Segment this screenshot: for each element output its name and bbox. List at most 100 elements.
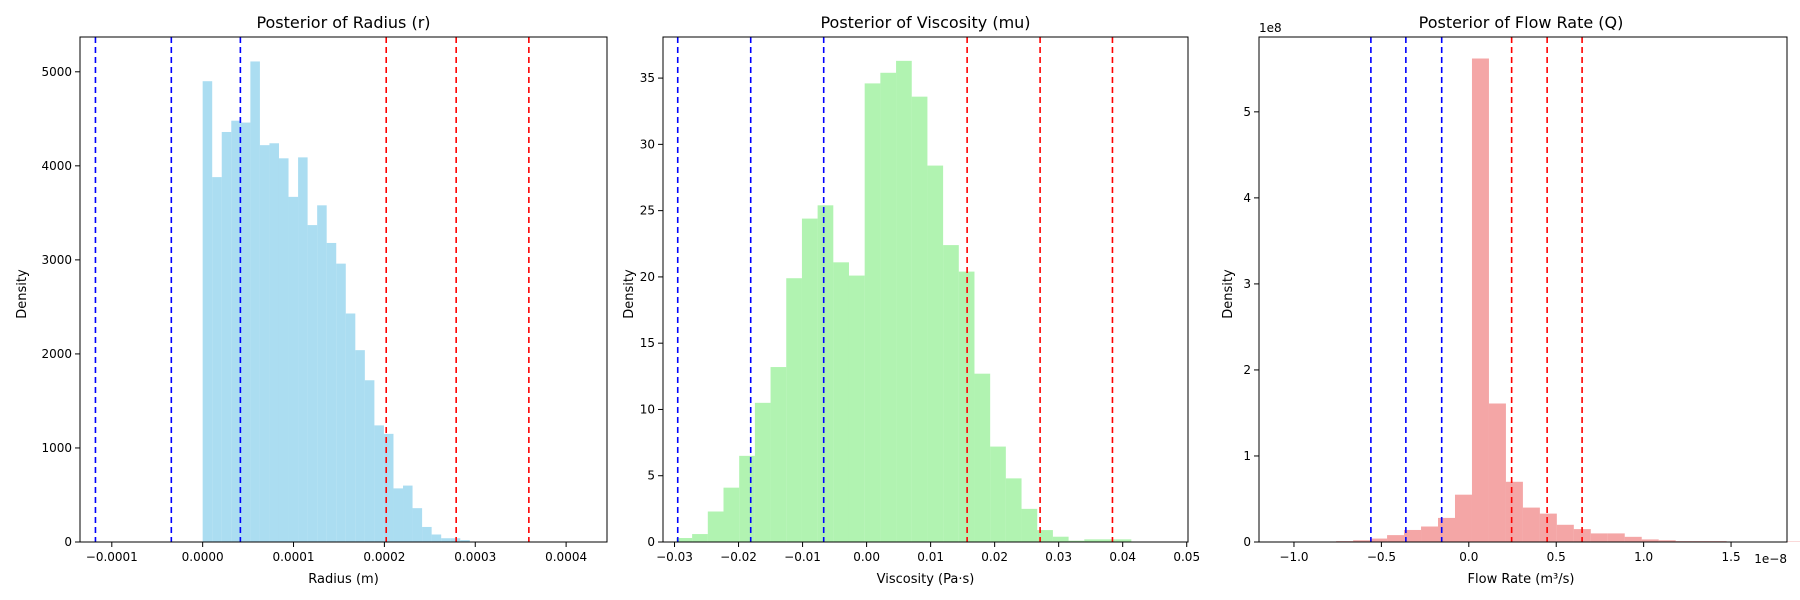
flow-rate-bar [1505,481,1523,542]
viscosity-axes-frame [662,36,1189,543]
viscosity-y-tick-label: 35 [640,71,655,85]
viscosity-bar [1021,508,1038,542]
radius-bar [355,350,365,542]
flow-rate-x-tick-label: 0.5 [1547,550,1566,564]
radius-bar [269,143,279,542]
flow-rate-panel: Posterior of Flow Rate (Q) Flow Rate (m³… [1221,13,1800,587]
viscosity-bar [817,205,834,542]
viscosity-xlabel: Viscosity (Pa·s) [877,572,975,587]
flow-rate-y-tick-label: 5 [1243,105,1251,119]
viscosity-bar [927,165,944,542]
viscosity-bar [864,83,881,542]
viscosity-bar [943,245,959,542]
flow-rate-bar [1404,529,1422,542]
viscosity-bar [958,271,975,542]
flow-rate-bar [1556,524,1574,542]
viscosity-bar [911,96,928,543]
flow-rate-bar [1539,513,1557,542]
flow-rate-bars [1285,58,1800,542]
flow-rate-x-offset-text: 1e−8 [1754,552,1787,566]
radius-y-tick-label: 2000 [41,347,72,361]
flow-rate-bar [1454,494,1472,542]
radius-y-tick-label: 3000 [41,253,72,267]
viscosity-bar [896,60,912,543]
radius-bar [307,225,318,542]
radius-x-tick-label: 0.0002 [363,550,405,564]
flow-rate-bar [1573,529,1591,542]
viscosity-x-tick-label: −0.01 [784,550,821,564]
viscosity-x-tick-label: 0.02 [981,550,1008,564]
radius-bar [298,157,308,542]
flow-rate-bar [1607,533,1625,542]
flow-rate-bar [1488,403,1506,542]
viscosity-panel: Posterior of Viscosity (mu) Viscosity (P… [622,13,1200,587]
flow-rate-bar [1471,58,1489,542]
viscosity-bar [801,218,818,542]
radius-bars [202,61,470,543]
viscosity-y-tick-label: 0 [647,535,655,549]
radius-bar [202,81,213,542]
viscosity-bar [1052,536,1069,542]
flow-rate-bar [1590,533,1608,542]
radius-bar [422,526,432,542]
radius-x-tick-label: 0.0000 [182,550,224,564]
viscosity-bar [770,367,787,542]
viscosity-y-tick-label: 10 [640,402,655,416]
radius-title: Posterior of Radius (r) [256,13,430,32]
flow-rate-x-tick-label: 1.5 [1722,550,1741,564]
viscosity-x-tick-label: 0.03 [1045,550,1072,564]
flow-rate-xlabel: Flow Rate (m³/s) [1468,572,1575,587]
flow-rate-y-offset-text: 1e8 [1259,21,1282,35]
radius-y-tick-label: 1000 [41,441,72,455]
radius-x-tick-label: 0.0001 [273,550,315,564]
flow-rate-x-tick-label: 0.0 [1459,550,1478,564]
flow-rate-bar [1658,540,1676,542]
viscosity-y-tick-label: 30 [640,137,655,151]
radius-panel: Posterior of Radius (r) Radius (m) Densi… [15,13,608,587]
radius-bar [278,158,289,542]
viscosity-bar [676,538,693,542]
radius-bar [240,122,251,542]
viscosity-bar [1068,540,1085,542]
flow-rate-bar [1624,536,1642,542]
viscosity-x-tick-label: −0.02 [720,550,757,564]
flow-rate-x-tick-label: −1.0 [1279,550,1308,564]
radius-y-tick-label: 5000 [41,65,72,79]
viscosity-bar [848,275,865,542]
radius-bar [212,177,222,542]
viscosity-y-tick-label: 20 [640,270,655,284]
viscosity-bar [1099,539,1116,542]
viscosity-bar [707,511,724,542]
viscosity-bar [754,402,771,542]
radius-bar [383,433,394,542]
viscosity-bar [1005,478,1022,542]
viscosity-bar [880,72,897,542]
radius-bar [326,242,337,542]
radius-bar [412,508,423,542]
flow-rate-bar [1387,535,1405,542]
flow-rate-bar [1353,540,1371,542]
flow-rate-y-tick-label: 4 [1243,191,1251,205]
flow-rate-x-tick-label: −0.5 [1367,550,1396,564]
viscosity-x-tick-label: 0.04 [1109,550,1136,564]
viscosity-ylabel: Density [622,269,637,319]
flow-rate-ylabel: Density [1221,269,1236,319]
flow-rate-bar [1370,538,1388,542]
radius-bar [336,263,346,542]
radius-bar [231,120,241,542]
viscosity-y-tick-label: 15 [640,336,655,350]
radius-bar [393,488,404,542]
flow-rate-bar [1438,517,1455,542]
viscosity-y-tick-label: 5 [647,469,655,483]
radius-bar [374,425,384,542]
flow-rate-bar [1522,507,1540,542]
viscosity-bar [692,534,708,542]
viscosity-bar [739,455,755,542]
viscosity-x-tick-label: 0.00 [853,550,880,564]
radius-bar [317,205,327,542]
radius-bar [364,380,375,542]
flow-rate-x-tick-label: 1.0 [1634,550,1653,564]
viscosity-bar [990,446,1006,542]
radius-bar [250,61,260,542]
